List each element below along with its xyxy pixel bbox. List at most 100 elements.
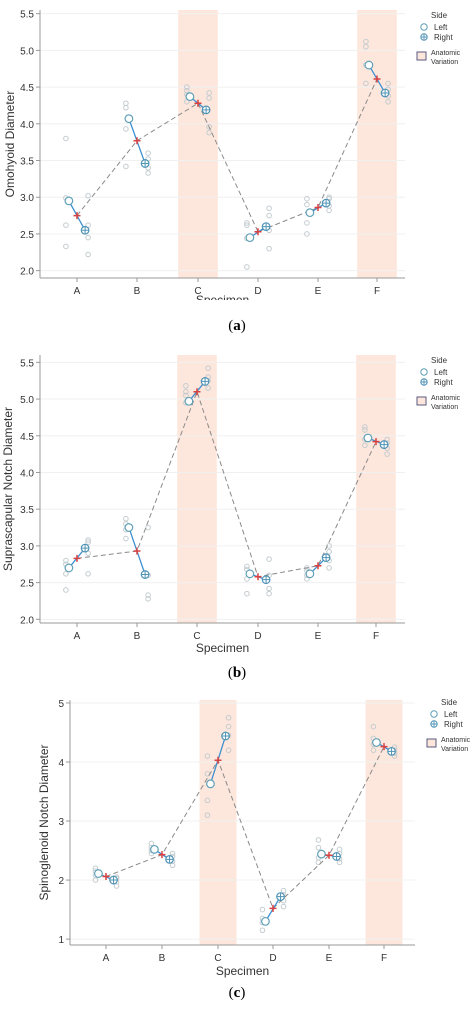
- legend-variation-swatch: [416, 51, 427, 61]
- data-dot-left-e: [304, 231, 310, 237]
- data-dot-left-a: [63, 222, 69, 228]
- y-tick-label: 5.0: [20, 395, 34, 406]
- data-dot-right-c: [206, 123, 212, 130]
- y-tick-label: 5.5: [20, 10, 34, 21]
- left-mean-marker-d: [245, 233, 255, 243]
- right-marker-cross-f: [381, 89, 389, 97]
- right-marker-cross-d: [262, 222, 270, 231]
- y-tick-label: 5: [58, 699, 64, 710]
- y-tick-label: 4.5: [20, 432, 34, 443]
- left-mean-marker-d: [261, 916, 270, 926]
- data-dot-right-d: [266, 205, 272, 212]
- data-dot-right-b: [169, 850, 176, 857]
- right-marker-cross-e: [322, 199, 330, 207]
- right-marker-cross-b: [141, 570, 149, 579]
- data-dot-left-b: [123, 515, 129, 522]
- legend-left-label: Left: [434, 368, 448, 377]
- left-mean-marker-c: [206, 779, 215, 789]
- data-dot-left-b: [123, 163, 129, 170]
- data-dot-right-d: [266, 590, 272, 597]
- x-tick-label-b: B: [159, 953, 166, 964]
- left-mean-marker-f: [363, 433, 373, 443]
- data-dot-right-d: [280, 887, 287, 894]
- left-mean-marker-b: [124, 114, 134, 124]
- legend-right-label: Right: [434, 378, 453, 387]
- data-dot-right-d: [280, 903, 287, 910]
- overall-mean-marker-f: [372, 438, 380, 446]
- data-dot-right-b: [145, 150, 151, 156]
- legend-variation-swatch: [426, 738, 437, 748]
- x-tick-label-a: A: [103, 953, 110, 964]
- data-dot-right-a: [85, 571, 91, 577]
- mean-trend-line: [76, 78, 378, 233]
- right-marker-cross-c: [202, 106, 210, 114]
- overall-mean-marker-d: [269, 904, 277, 912]
- left-mean-marker-a: [64, 563, 74, 573]
- data-dot-left-c: [183, 388, 189, 395]
- data-dot-right-f: [384, 451, 390, 457]
- overall-mean-marker-c: [193, 388, 201, 396]
- data-dot-left-c: [184, 84, 190, 90]
- left-mean-marker-a: [94, 869, 103, 878]
- y-tick-label: 5.0: [20, 46, 34, 57]
- data-dot-left-e: [315, 837, 322, 843]
- data-dot-left-d: [244, 563, 250, 570]
- data-dot-right-c: [205, 365, 211, 372]
- legend-left-label: Left: [434, 23, 448, 32]
- right-marker-cross-c: [201, 377, 209, 386]
- y-tick-label: 2.0: [20, 267, 34, 278]
- legend-variation-label-line1: Anatomic: [441, 737, 471, 744]
- x-axis-label: Specimen: [196, 293, 249, 300]
- data-dot-right-a: [85, 537, 91, 543]
- y-tick-label: 4.0: [20, 468, 34, 479]
- overall-mean-marker-e: [314, 562, 322, 570]
- data-dot-left-d: [244, 222, 250, 228]
- data-dot-right-f: [385, 98, 391, 105]
- x-tick-label-b: B: [134, 286, 141, 297]
- omohyoid-chart: 2.0 2.5 3.0 3.5 4.0 4.5 5.0 5.5 A B C D E F Specimen Om…: [3, 10, 461, 300]
- mean-trend-line: [105, 746, 385, 910]
- data-dot-left-d: [259, 906, 266, 913]
- y-tick-label: 3.0: [20, 542, 34, 553]
- x-tick-label-a: A: [74, 286, 81, 297]
- x-tick-label-f: F: [374, 286, 380, 297]
- data-dot-right-e: [326, 548, 332, 555]
- legend-title: Side: [431, 356, 448, 365]
- overall-mean-marker-d: [254, 573, 262, 581]
- right-marker-cross-d: [276, 892, 285, 901]
- overall-mean-marker-c: [194, 99, 202, 107]
- y-axis-label: Spinoglenoid Notch Diameter: [37, 744, 51, 900]
- right-marker-cross-b: [141, 159, 149, 168]
- right-marker-cross-e: [332, 852, 341, 861]
- right-marker-cross-f: [387, 747, 396, 756]
- right-marker-cross-b: [165, 855, 174, 864]
- legend-right-icon-cross: [420, 33, 428, 41]
- legend-variation-label-line2: Variation: [441, 746, 468, 753]
- y-tick-label: 2.0: [20, 615, 34, 626]
- chart-panel-c: 1 2 3 4 5 A B C D E F Specimen Spinoglenoid Notch Di…: [0, 685, 474, 980]
- data-dot-right-c: [225, 714, 232, 721]
- x-tick-label-c: C: [193, 631, 200, 642]
- data-dot-left-c: [204, 753, 211, 759]
- x-tick-label-a: A: [74, 631, 81, 642]
- y-tick-label: 2: [58, 876, 64, 887]
- legend-left-icon: [430, 710, 438, 718]
- legend-variation-swatch: [416, 396, 427, 406]
- variation-band-c: [199, 700, 237, 945]
- data-dot-left-e: [304, 220, 310, 226]
- legend-right-label: Right: [434, 33, 453, 42]
- data-dot-left-f: [362, 424, 368, 430]
- data-dot-left-f: [363, 43, 369, 50]
- left-mean-marker-d: [245, 569, 255, 579]
- data-dot-right-a: [85, 539, 91, 546]
- right-marker-cross-e: [322, 553, 330, 562]
- data-dot-right-c: [206, 90, 212, 96]
- data-dot-left-a: [63, 587, 69, 593]
- x-tick-label-b: B: [134, 631, 141, 642]
- data-dot-right-c: [205, 385, 211, 391]
- data-dot-right-e: [336, 846, 343, 853]
- chart-panel-b: 2.0 2.5 3.0 3.5 4.0 4.5 5.0 5.5 A B C D E F Specimen Su…: [0, 345, 474, 660]
- y-tick-label: 3.0: [20, 193, 34, 204]
- data-dot-right-a: [85, 192, 91, 199]
- left-mean-marker-e: [317, 849, 326, 859]
